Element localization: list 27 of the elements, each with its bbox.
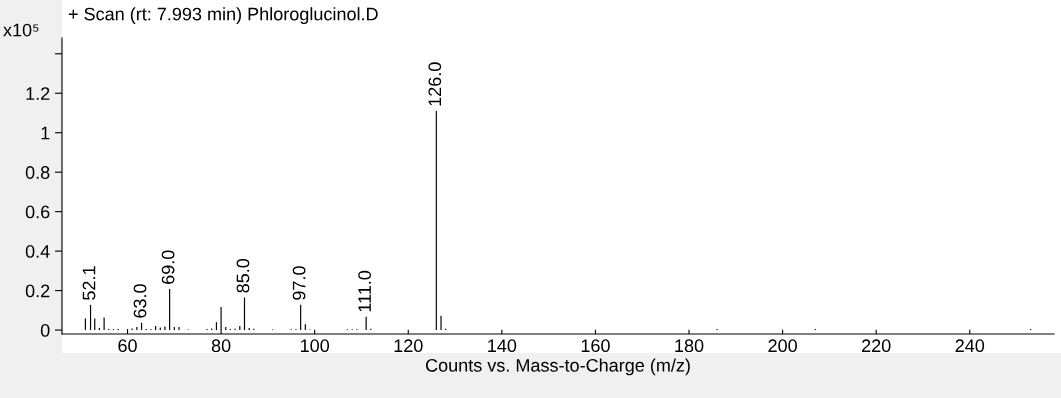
x-tick-label: 60: [118, 339, 137, 353]
x-tick-label: 240: [955, 339, 985, 353]
y-tick-label: 0.4: [25, 245, 50, 258]
y-tick-label: 0.6: [25, 205, 50, 219]
annotation: 63.0: [133, 284, 147, 318]
x-tick-label: 180: [675, 339, 704, 353]
y-tick-label: 0: [40, 323, 50, 337]
x-tick-label: 80: [211, 339, 231, 353]
annotation: 52.1: [82, 266, 96, 300]
chart-title: + Scan (rt: 7.993 min) Phloroglucinol.D: [68, 7, 378, 24]
y-axis-title: x10⁵: [3, 23, 39, 37]
annotation: 111.0: [358, 270, 371, 312]
x-tick-label: 160: [581, 339, 610, 353]
annotation: 69.0: [161, 250, 175, 284]
y-tick-label: 1.2: [26, 87, 50, 100]
x-tick-label: 100: [301, 339, 330, 353]
annotation: 85.0: [236, 258, 250, 293]
x-tick-label: 140: [488, 339, 517, 353]
y-tick-label: 0.2: [25, 284, 50, 298]
x-tick-label: 120: [394, 339, 423, 353]
x-axis-title: Counts vs. Mass-to-Charge (m/z): [425, 358, 690, 376]
y-tick-label: 1: [41, 126, 50, 140]
x-tick-label: 200: [768, 339, 797, 353]
y-tick-label: 0.8: [25, 166, 50, 179]
annotation: 126.0: [428, 62, 442, 106]
x-tick-label: 220: [862, 339, 891, 353]
annotation: 97.0: [292, 266, 306, 300]
